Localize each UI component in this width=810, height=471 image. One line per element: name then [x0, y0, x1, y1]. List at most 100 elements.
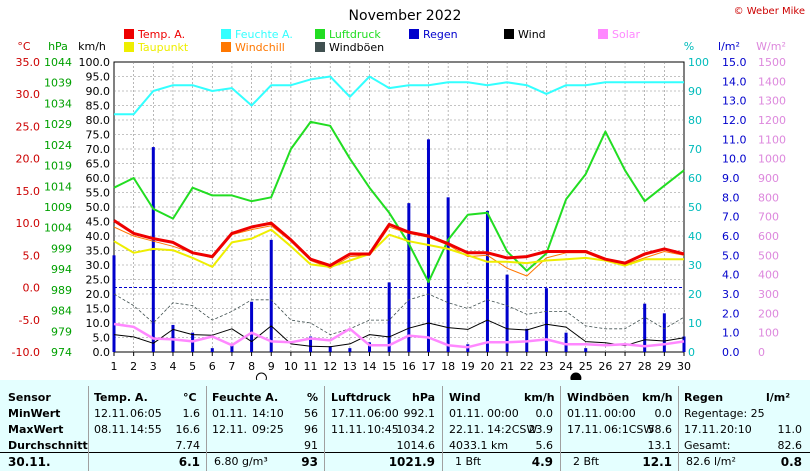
- rain-header: Regen: [684, 391, 724, 404]
- temp-tick-label: 30.0: [16, 88, 41, 101]
- solar-tick-label: 400: [758, 269, 779, 282]
- x-tick-label: 17: [421, 360, 435, 373]
- x-tick-label: 9: [268, 360, 275, 373]
- rain-bar: [309, 336, 313, 352]
- x-tick-label: 15: [382, 360, 396, 373]
- chart-title: November 2022: [349, 8, 462, 24]
- pressure-tick-label: 1044: [44, 56, 72, 69]
- legend-swatch: [315, 42, 325, 52]
- pressure-tick-label: 974: [51, 346, 72, 359]
- row-label-min: MinWert: [8, 407, 61, 420]
- legend-label: Temp. A.: [137, 28, 185, 41]
- legend-label: Windböen: [329, 41, 384, 54]
- series-line-windböen: [113, 293, 685, 336]
- humidity-min-value: 56: [304, 407, 318, 420]
- column-divider: [324, 386, 325, 471]
- wind-unit: km/h: [524, 391, 555, 404]
- pressure-max-date: 11.11.: [331, 423, 366, 436]
- temp-max-value: 16.6: [175, 423, 201, 436]
- rain-tick-label: 8.0: [722, 191, 740, 204]
- legend-label: Windchill: [235, 41, 285, 54]
- wind-tick-label: 85.0: [86, 100, 111, 113]
- gust-unit: km/h: [642, 391, 673, 404]
- legend-label: Solar: [612, 28, 641, 41]
- rain-days: Regentage: 25: [684, 407, 765, 420]
- x-tick-label: 21: [500, 360, 514, 373]
- humidity-avg-value: 91: [304, 439, 318, 452]
- x-tick-label: 4: [169, 360, 176, 373]
- temp-tick-label: 25.0: [16, 120, 41, 133]
- x-tick-label: 11: [304, 360, 318, 373]
- legend-swatch: [315, 29, 325, 39]
- wind-min-time: 00:00: [487, 407, 519, 420]
- x-tick-label: 5: [189, 360, 196, 373]
- humidity-max-value: 96: [304, 423, 318, 436]
- x-tick-label: 7: [228, 360, 235, 373]
- pressure-tick-label: 1029: [44, 118, 72, 131]
- x-tick-label: 2: [130, 360, 137, 373]
- wind-min-value: 0.0: [535, 407, 554, 420]
- legend-swatch: [221, 29, 231, 39]
- humidity-tick-label: 10: [688, 317, 702, 330]
- gust-bft: 2 Bft: [573, 455, 600, 468]
- x-tick-label: 18: [441, 360, 455, 373]
- pressure-tick-label: 1034: [44, 97, 72, 110]
- rain-tick-label: 2.0: [722, 307, 740, 320]
- x-tick-label: 27: [618, 360, 632, 373]
- rain-bar: [662, 313, 666, 352]
- rain-tick-label: 14.0: [722, 75, 747, 88]
- gust-current-value: 12.1: [642, 455, 672, 469]
- pressure-min-time: 06:00: [367, 407, 399, 420]
- x-tick-label: 19: [461, 360, 475, 373]
- temp-min-value: 1.6: [182, 407, 201, 420]
- gust-min-date: 01.11.: [567, 407, 602, 420]
- pressure-tick-label: 1024: [44, 139, 72, 152]
- wind-max-time: 14:2CSW: [487, 423, 538, 436]
- rain-max-date: 17.11.: [684, 423, 719, 436]
- rain-unit: l/m²: [766, 391, 791, 404]
- pressure-tick-label: 1014: [44, 180, 72, 193]
- x-tick-label: 25: [579, 360, 593, 373]
- wind-tick-label: 100.0: [79, 56, 111, 69]
- wind-tick-label: 50.0: [86, 201, 111, 214]
- rain-total-label: Gesamt:: [684, 439, 731, 452]
- rain-bar: [348, 348, 352, 352]
- humidity-tick-label: 80: [688, 114, 702, 127]
- wind-tick-label: 65.0: [86, 158, 111, 171]
- humidity-tick-label: 100: [688, 56, 709, 69]
- rain-bar: [564, 332, 568, 352]
- rain-bar: [387, 282, 391, 352]
- column-divider: [206, 386, 207, 471]
- wind-axis-label: km/h: [78, 40, 106, 53]
- gust-min-value: 0.0: [654, 407, 673, 420]
- rain-bar: [230, 344, 234, 352]
- x-tick-label: 10: [284, 360, 298, 373]
- humidity-max-time: 09:25: [252, 423, 284, 436]
- humidity-min-time: 14:10: [252, 407, 284, 420]
- humidity-tick-label: 70: [688, 143, 702, 156]
- solar-tick-label: 800: [758, 191, 779, 204]
- x-tick-label: 20: [480, 360, 494, 373]
- x-tick-label: 1: [111, 360, 118, 373]
- temp-tick-label: 5.0: [23, 249, 41, 262]
- series-line-taupunkt: [113, 228, 684, 268]
- x-tick-label: 24: [559, 360, 573, 373]
- x-axis-ticks: 1 2 3 4 5 6 7 8 9 10 11 12 13 14 15 16 17 18 19 20 21 22 23 24 2…: [111, 352, 691, 373]
- rain-tick-label: 11.0: [722, 133, 747, 146]
- wind-tick-label: 70.0: [86, 143, 111, 156]
- rain-bar: [505, 274, 509, 352]
- rain-bar: [682, 336, 686, 352]
- solar-tick-label: 1300: [758, 95, 786, 108]
- wind-tick-label: 5.0: [93, 332, 111, 345]
- rain-bar: [328, 346, 332, 352]
- gust-min-time: 00:00: [604, 407, 636, 420]
- x-tick-label: 14: [363, 360, 377, 373]
- wind-avg-value: 5.6: [535, 439, 554, 452]
- legend-swatch: [124, 42, 134, 52]
- x-tick-label: 28: [638, 360, 652, 373]
- x-tick-label: 12: [323, 360, 337, 373]
- column-divider: [442, 386, 443, 471]
- humidity-tick-label: 20: [688, 288, 702, 301]
- x-tick-label: 6: [209, 360, 216, 373]
- solar-tick-label: 900: [758, 172, 779, 185]
